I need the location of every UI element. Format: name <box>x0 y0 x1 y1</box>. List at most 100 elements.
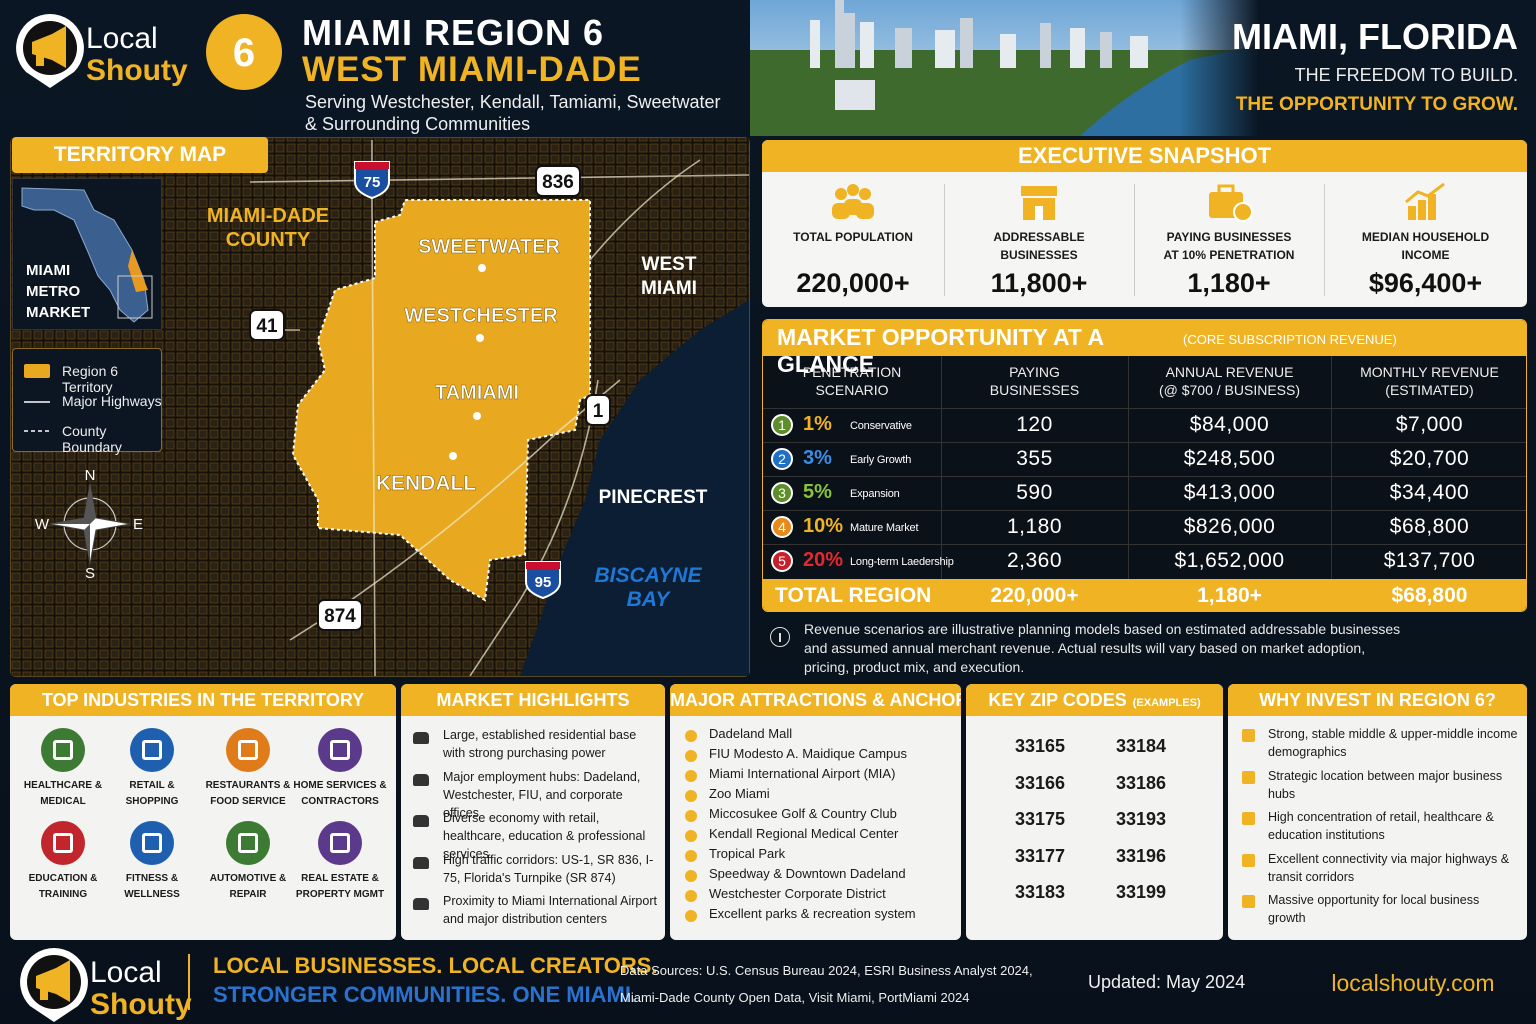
table-value: $34,400 <box>1389 481 1470 504</box>
territory <box>291 199 591 602</box>
industry-label: MEDICAL <box>40 796 86 807</box>
market-title: MARKET OPPORTUNITY AT A GLANCE <box>777 324 1104 377</box>
building <box>1040 23 1051 68</box>
attraction-text: Zoo Miami <box>709 786 770 801</box>
check-badge <box>685 910 697 922</box>
inset-frame <box>117 275 153 319</box>
column-header: MONTHLY REVENUE <box>1360 364 1499 380</box>
industry-label: EDUCATION & <box>28 873 98 884</box>
highlight-text: Proximity to Miami International Airport… <box>443 894 657 926</box>
snapshot-label: BUSINESSES <box>1000 248 1078 262</box>
building <box>935 30 955 68</box>
scenario-name: Mature Market <box>850 522 919 534</box>
panel-title-bar: MARKET HIGHLIGHTS <box>401 684 665 716</box>
highway <box>249 174 749 183</box>
logo-handle <box>36 54 44 66</box>
attraction-text: Excellent parks & recreation system <box>709 906 916 921</box>
column-divider <box>1331 356 1332 579</box>
building <box>860 22 874 68</box>
icon-part <box>1035 206 1043 220</box>
icon-part <box>835 188 847 200</box>
industry-icon <box>318 728 362 772</box>
check-box <box>1242 729 1255 742</box>
row-line <box>763 408 1526 409</box>
panel-title-bar: MAJOR ATTRACTIONS & ANCHORS <box>670 684 961 716</box>
total-cell: 220,000+ <box>990 584 1079 607</box>
legend-label: Region 6 Territory <box>62 363 119 395</box>
table-value: $413,000 <box>1183 481 1276 504</box>
column-header: (ESTIMATED) <box>1385 382 1474 398</box>
industry-icon <box>318 821 362 865</box>
zip-code: 33166 <box>1014 772 1066 793</box>
place-label: BISCAYNE <box>595 564 703 587</box>
table-value: 590 <box>1016 481 1053 504</box>
footnote: Revenue scenarios are illustrative plann… <box>804 621 1401 637</box>
panel-title-bar: KEY ZIP CODES (EXAMPLES) <box>966 684 1223 716</box>
rank-badge: 5 <box>771 550 793 572</box>
snapshot-icon <box>1015 182 1063 222</box>
column-header: BUSINESSES <box>989 382 1080 398</box>
highway-label: 1 <box>593 401 604 422</box>
updated-date: Updated: May 2024 <box>1088 972 1246 992</box>
place-label: WESTCHESTER <box>404 305 558 327</box>
footer-divider <box>188 954 190 1010</box>
highway <box>371 140 376 676</box>
icon-part <box>1233 202 1253 222</box>
snapshot-label: INCOME <box>1401 248 1450 262</box>
building <box>1130 36 1148 68</box>
divider <box>1134 184 1135 296</box>
industry-icon-glyph <box>53 833 73 853</box>
snapshot-label: ADDRESSABLE <box>993 230 1085 244</box>
row-line <box>763 544 1526 545</box>
column-header: PENETRATION <box>802 364 902 380</box>
highlight-icon <box>413 856 429 869</box>
place-label: COUNTY <box>226 229 311 251</box>
highlight-icon <box>413 898 429 910</box>
snapshot-label: PAYING BUSINESSES <box>1166 230 1292 244</box>
snapshot-value: 220,000+ <box>796 268 910 298</box>
table-value: 355 <box>1016 447 1053 470</box>
rank-badge: 1 <box>771 414 793 436</box>
icon <box>1404 182 1445 220</box>
zip-code: 33184 <box>1115 736 1167 756</box>
info-panel: MARKET HIGHLIGHTS Large, established resi… <box>401 684 665 940</box>
industry-label: HEALTHCARE & <box>23 780 103 791</box>
icon-part <box>856 203 874 219</box>
icon-part <box>1217 184 1235 196</box>
footer-slogan: STRONGER COMMUNITIES. ONE MIAMI. <box>213 982 638 1007</box>
table-value: $7,000 <box>1395 413 1464 436</box>
compass-star-dark <box>50 484 96 564</box>
zip-code: 33175 <box>1014 809 1066 830</box>
interstate-top <box>526 562 560 569</box>
building <box>810 20 820 68</box>
table-value: 120 <box>1016 413 1053 436</box>
table-value: $248,500 <box>1183 447 1276 470</box>
place-dot <box>449 452 457 460</box>
snapshot-label: MEDIAN HOUSEHOLD <box>1361 230 1490 244</box>
attraction-text: Speedway & Downtown Dadeland <box>709 866 906 881</box>
place-label: PINECREST <box>599 487 708 508</box>
title: MIAMI REGION 6 <box>302 12 605 53</box>
place-label: SWEETWATER <box>418 236 560 258</box>
industry-label: RETAIL & <box>129 780 175 791</box>
highlight-text: Diverse economy with retail, healthcare,… <box>443 811 646 861</box>
zip-code: 33196 <box>1115 845 1167 866</box>
snapshot-value: 1,180+ <box>1187 268 1271 298</box>
panel-title: MARKET HIGHLIGHTS <box>436 690 630 710</box>
icon-part <box>1407 206 1416 220</box>
place-label: MIAMI-DADE <box>207 205 329 227</box>
highlight-icon <box>413 732 429 744</box>
industry-icon <box>226 728 270 772</box>
compass-label: S <box>85 565 95 582</box>
attraction-text: Westchester Corporate District <box>709 886 886 901</box>
logo-handle <box>40 988 48 1000</box>
column-header: PAYING <box>1009 364 1060 380</box>
legend-label: Major Highways <box>62 393 162 409</box>
industry-label: AUTOMOTIVE & <box>209 873 287 884</box>
total-cell: TOTAL REGION 6 <box>775 584 932 611</box>
industry-icon-glyph <box>53 740 73 760</box>
highway-label: 836 <box>542 172 574 193</box>
info-panel: MAJOR ATTRACTIONS & ANCHORS Dadeland Mall… <box>670 684 961 940</box>
